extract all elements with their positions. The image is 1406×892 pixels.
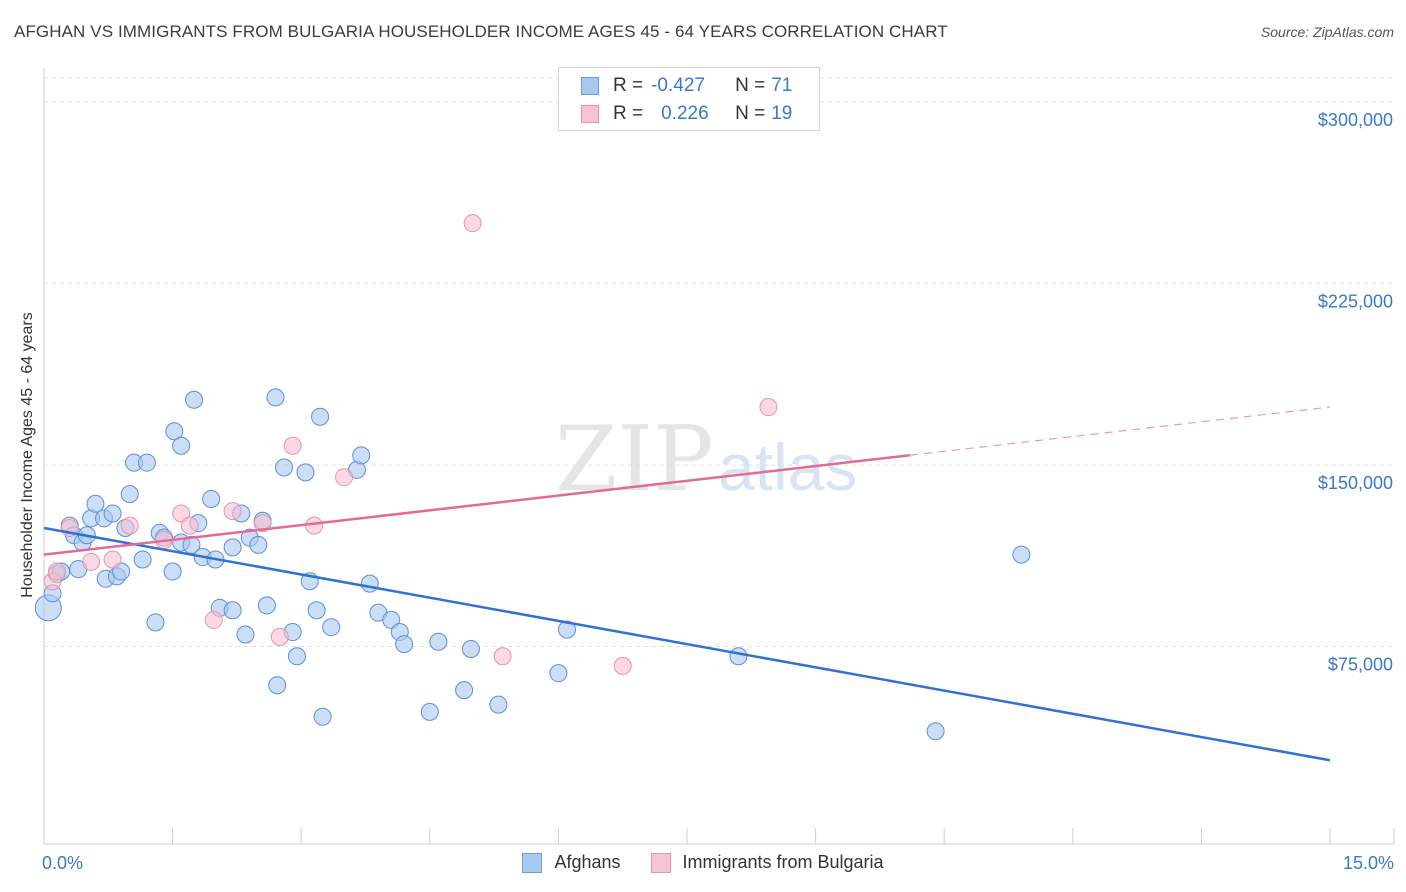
- afghan-point: [165, 422, 184, 441]
- bulgaria-point: [47, 562, 66, 581]
- afghan-point: [1012, 545, 1031, 564]
- afghan-point: [249, 535, 268, 554]
- afghan-point: [729, 647, 748, 666]
- stats-legend: R = -0.427 N = 71 R = 0.226 N = 19: [558, 67, 820, 131]
- afghan-point: [313, 707, 332, 726]
- bottom-legend-swatch-bulgaria: [650, 852, 671, 873]
- bulgaria-trend-line-dashed: [909, 406, 1331, 456]
- bulgaria-point: [204, 610, 223, 629]
- afghan-point: [926, 722, 945, 741]
- bulgaria-point: [335, 468, 354, 487]
- legend-n-label: N =: [735, 75, 766, 96]
- afghan-point: [163, 562, 182, 581]
- afghan-point: [549, 664, 568, 683]
- legend-n-label: N =: [735, 103, 766, 124]
- afghan-point: [420, 702, 439, 721]
- afghan-point: [287, 647, 306, 666]
- afghan-point: [360, 574, 379, 593]
- bulgaria-point: [120, 516, 139, 535]
- watermark-zip: ZIP: [555, 407, 714, 512]
- afghan-point: [275, 458, 294, 477]
- afghan-point: [257, 596, 276, 615]
- afghan-point: [461, 639, 480, 658]
- bulgaria-point: [283, 436, 302, 455]
- legend-row-bulgaria: R = 0.226 N = 19: [581, 101, 792, 127]
- legend-r-label: R =: [613, 75, 644, 96]
- afghan-point: [103, 504, 122, 523]
- afghan-point: [223, 601, 242, 620]
- bottom-legend: Afghans Immigrants from Bulgaria: [0, 852, 1406, 873]
- bulgaria-point: [759, 398, 778, 417]
- afghan-point: [172, 436, 191, 455]
- afghan-point: [86, 494, 105, 513]
- afghan-point: [120, 485, 139, 504]
- bottom-legend-afghans: Afghans: [522, 852, 621, 873]
- bottom-legend-swatch-afghans: [522, 852, 543, 873]
- afghan-point: [223, 538, 242, 557]
- watermark-atlas: atlas: [718, 430, 857, 504]
- afghan-point: [137, 453, 156, 472]
- afghan-point: [185, 390, 204, 409]
- afghan-point: [307, 601, 326, 620]
- afghan-point: [489, 695, 508, 714]
- y-tick-label: $225,000: [1318, 292, 1393, 312]
- afghan-point: [352, 446, 371, 465]
- afghan-point: [236, 625, 255, 644]
- source-label: Source: ZipAtlas.com: [1260, 24, 1394, 40]
- bulgaria-point: [253, 514, 272, 533]
- legend-swatch-bulgaria: [581, 105, 599, 123]
- afghan-point: [322, 618, 341, 637]
- chart-title: AFGHAN VS IMMIGRANTS FROM BULGARIA HOUSE…: [14, 22, 948, 41]
- bottom-legend-bulgaria: Immigrants from Bulgaria: [650, 852, 884, 873]
- afghan-point: [296, 463, 315, 482]
- bulgaria-point: [305, 516, 324, 535]
- legend-n-value: 19: [771, 103, 793, 124]
- bottom-legend-label-afghans: Afghans: [554, 852, 621, 872]
- afghan-point: [202, 489, 221, 508]
- afghan-point: [311, 407, 330, 426]
- bulgaria-point: [223, 502, 242, 521]
- x-axis-min-label: 0.0%: [42, 853, 84, 873]
- bulgaria-point: [613, 656, 632, 675]
- legend-n-value: 71: [771, 75, 793, 96]
- legend-r-label: R =: [613, 103, 644, 124]
- afghan-point: [266, 388, 285, 407]
- bulgaria-point: [493, 647, 512, 666]
- y-tick-label: $75,000: [1328, 655, 1393, 675]
- bulgaria-point: [103, 550, 122, 569]
- y-axis-label: Householder Income Ages 45 - 64 years: [19, 312, 36, 598]
- afghan-point: [133, 550, 152, 569]
- bulgaria-trend-line: [43, 454, 911, 556]
- afghan-trend-line: [43, 526, 1331, 762]
- afghan-point: [146, 613, 165, 632]
- x-axis-max-label: 15.0%: [1342, 853, 1394, 873]
- legend-r-value: -0.427: [651, 75, 705, 96]
- y-tick-label: $300,000: [1318, 110, 1393, 130]
- legend-swatch-afghans: [581, 77, 599, 95]
- bottom-legend-label-bulgaria: Immigrants from Bulgaria: [682, 852, 884, 872]
- afghan-point: [429, 632, 448, 651]
- afghan-point: [268, 676, 287, 695]
- bulgaria-point: [270, 627, 289, 646]
- afghan-point: [395, 635, 414, 654]
- bulgaria-point: [82, 552, 101, 571]
- y-tick-label: $150,000: [1318, 473, 1393, 493]
- bulgaria-point: [180, 516, 199, 535]
- legend-row-afghans: R = -0.427 N = 71: [581, 73, 792, 99]
- legend-r-value: 0.226: [661, 103, 709, 124]
- bulgaria-point: [463, 214, 482, 233]
- afghan-point: [455, 681, 474, 700]
- afghan-point: [557, 620, 576, 639]
